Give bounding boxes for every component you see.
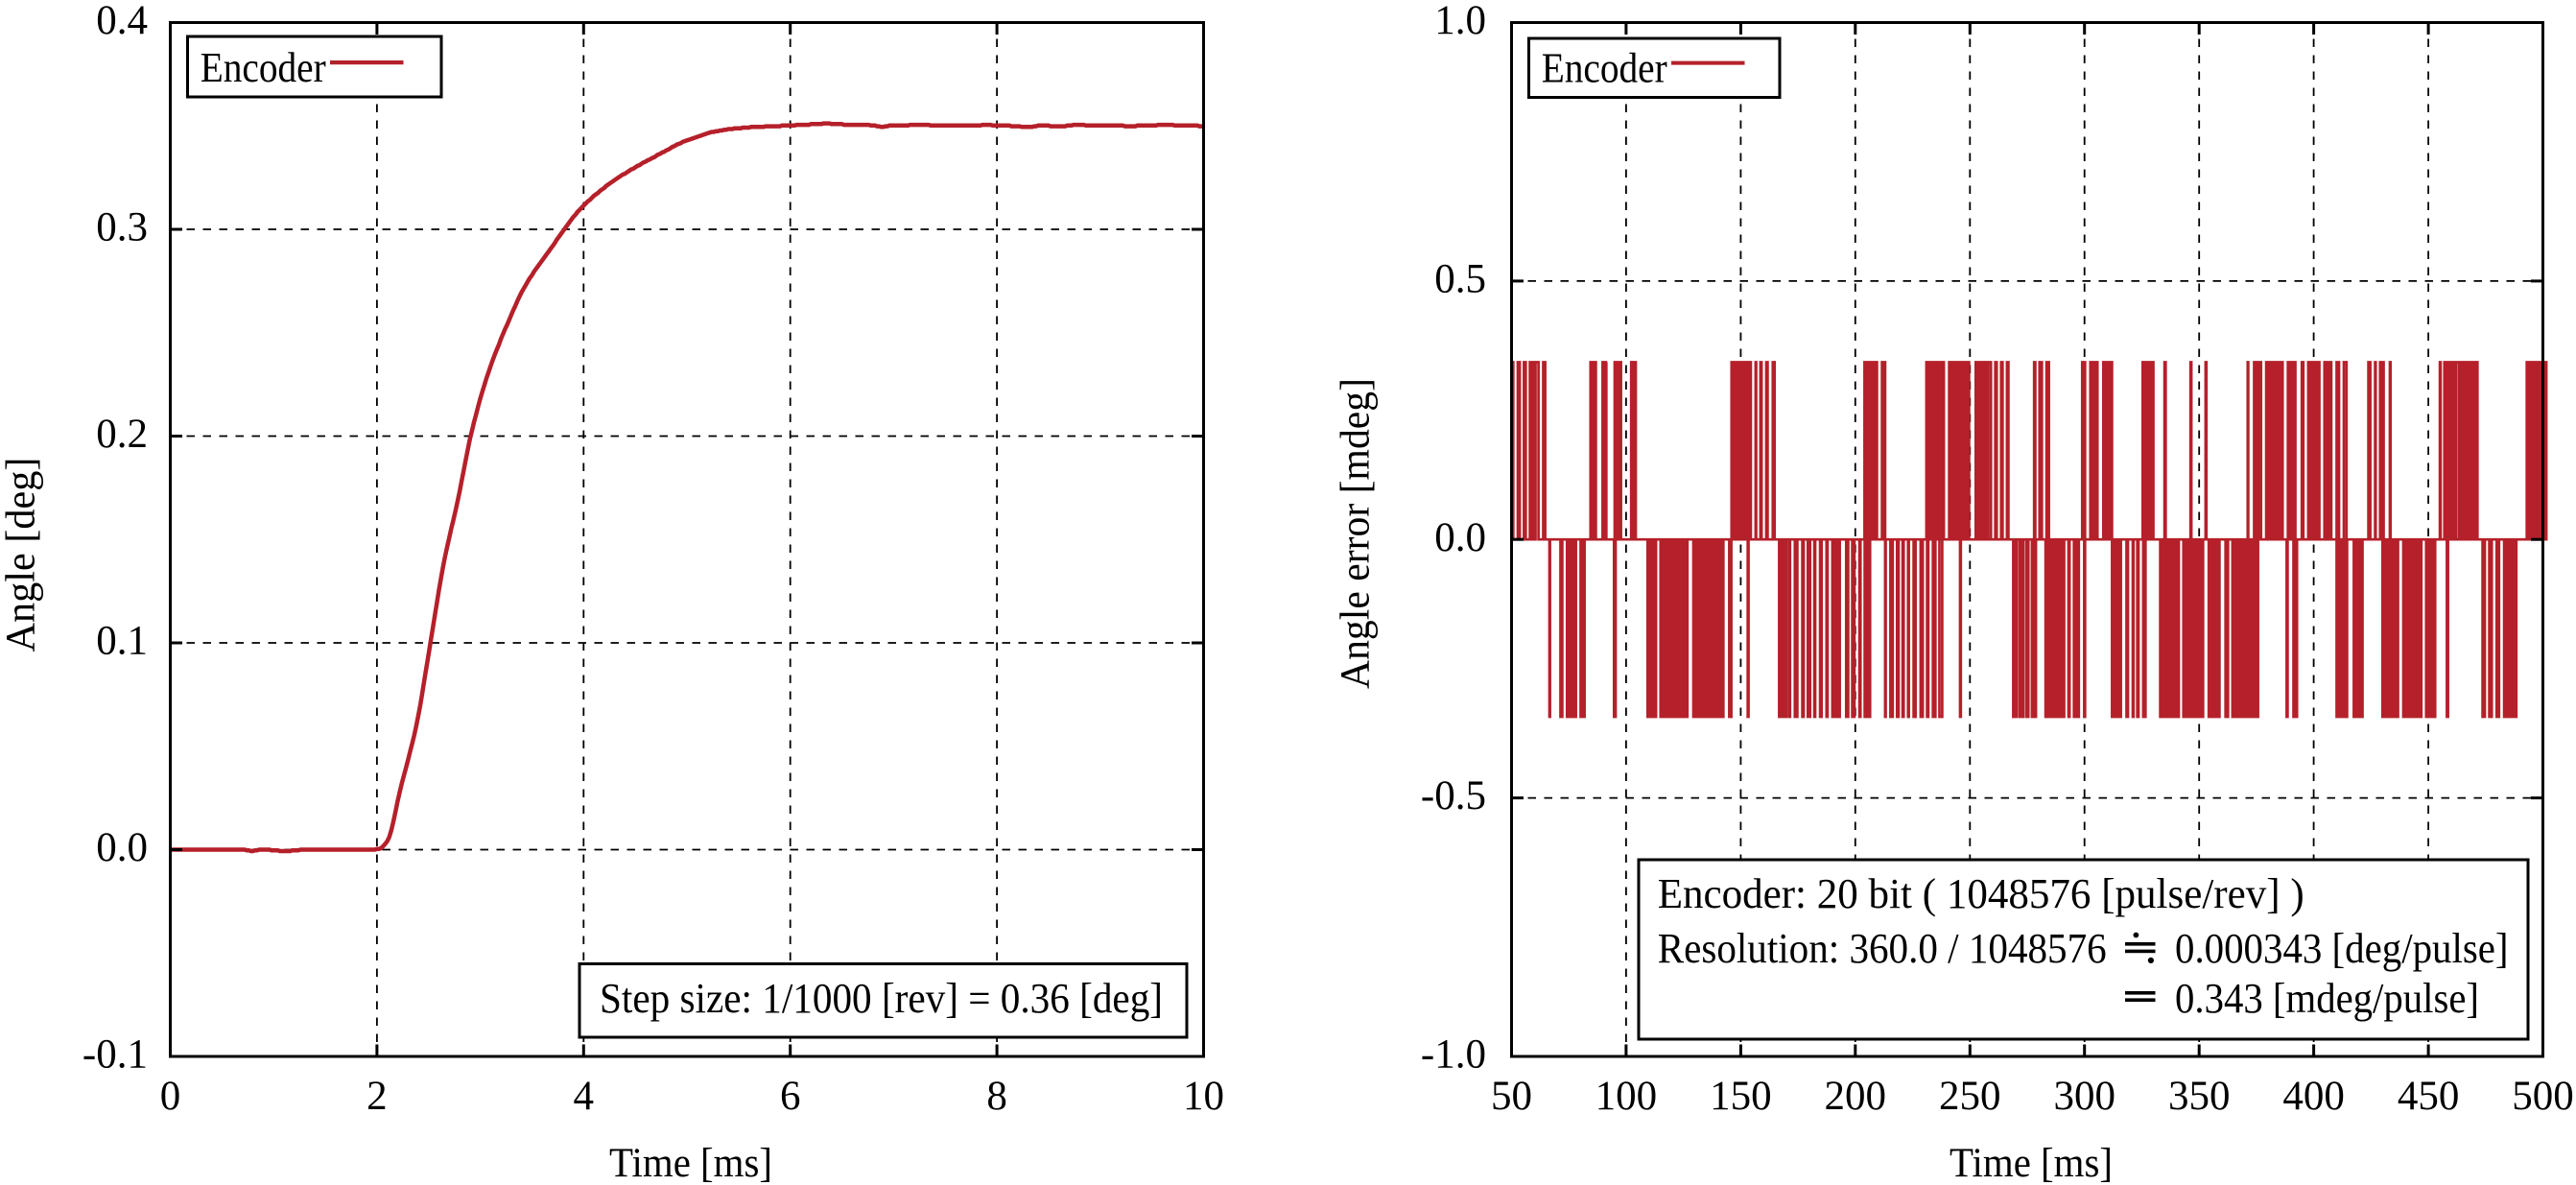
svg-text:400: 400: [2282, 1074, 2345, 1119]
svg-text:Time [ms]: Time [ms]: [609, 1141, 772, 1185]
svg-text:200: 200: [1825, 1074, 1887, 1119]
svg-text:300: 300: [2053, 1074, 2115, 1119]
svg-text:0.343 [mdeg/pulse]: 0.343 [mdeg/pulse]: [2175, 974, 2479, 1022]
svg-text:2: 2: [366, 1074, 388, 1119]
svg-text:0.5: 0.5: [1434, 257, 1486, 302]
svg-text:350: 350: [2168, 1074, 2231, 1119]
svg-text:Time [ms]: Time [ms]: [1950, 1141, 2113, 1185]
svg-text:-1.0: -1.0: [1421, 1032, 1486, 1078]
svg-text:150: 150: [1710, 1074, 1772, 1119]
svg-text:250: 250: [1939, 1074, 2001, 1119]
svg-text:0.0: 0.0: [1434, 515, 1486, 560]
svg-text:0.1: 0.1: [96, 619, 148, 664]
svg-text:4: 4: [574, 1074, 595, 1119]
svg-text:1.0: 1.0: [1434, 0, 1486, 43]
svg-text:Step size: 1/1000 [rev] = 0.36: Step size: 1/1000 [rev] = 0.36 [deg]: [600, 974, 1163, 1022]
svg-text:8: 8: [986, 1074, 1007, 1119]
svg-text:-0.1: -0.1: [83, 1032, 148, 1078]
svg-text:500: 500: [2512, 1074, 2574, 1119]
svg-text:Angle [deg]: Angle [deg]: [0, 458, 44, 652]
svg-text:0.3: 0.3: [96, 205, 148, 250]
svg-text:Angle error [mdeg]: Angle error [mdeg]: [1334, 378, 1379, 689]
svg-text:0.000343 [deg/pulse]: 0.000343 [deg/pulse]: [2175, 924, 2509, 972]
svg-text:10: 10: [1183, 1074, 1224, 1119]
svg-text:100: 100: [1595, 1074, 1658, 1119]
svg-text:Encoder: Encoder: [201, 43, 326, 91]
svg-text:0.0: 0.0: [96, 825, 148, 870]
svg-text:0.4: 0.4: [96, 0, 148, 43]
svg-text:Encoder: Encoder: [1542, 44, 1667, 92]
svg-text:50: 50: [1491, 1074, 1532, 1119]
svg-text:0.2: 0.2: [96, 412, 148, 457]
svg-text:0: 0: [160, 1074, 181, 1119]
svg-text:Encoder: 20 bit ( 1048576 [pul: Encoder: 20 bit ( 1048576 [pulse/rev] ): [1658, 869, 2304, 917]
svg-text:Resolution: 360.0 / 1048576: Resolution: 360.0 / 1048576: [1658, 924, 2107, 972]
svg-text:-0.5: -0.5: [1421, 773, 1486, 818]
svg-text:450: 450: [2398, 1074, 2460, 1119]
svg-text:6: 6: [780, 1074, 801, 1119]
